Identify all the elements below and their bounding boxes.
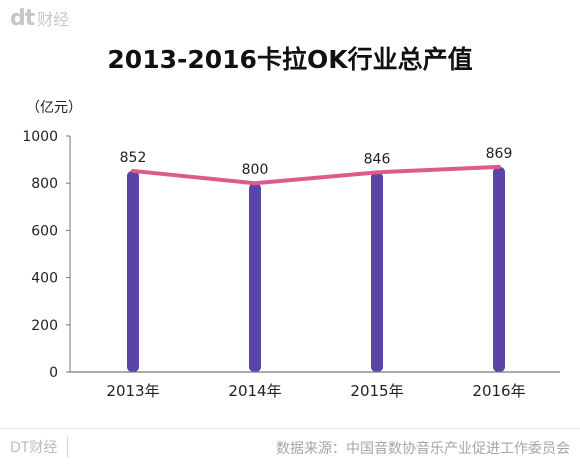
x-tick-label: 2014年: [228, 382, 281, 400]
data-label: 800: [242, 162, 269, 178]
y-tick-label: 800: [31, 176, 58, 192]
data-label: 846: [364, 151, 391, 167]
chart-title: 2013-2016卡拉OK行业总产值: [107, 45, 473, 74]
bar-2016年: [493, 166, 505, 372]
y-axis-unit-label: （亿元）: [26, 100, 82, 116]
data-label: 869: [486, 146, 513, 162]
logo-text: 财经: [37, 10, 70, 29]
data-source-note: 数据来源：中国音数协音乐产业促进工作委员会: [276, 441, 570, 457]
footer-divider: [0, 428, 580, 429]
bar-2015年: [371, 172, 383, 372]
x-tick-label: 2016年: [472, 382, 525, 400]
y-tick-label: 400: [31, 271, 58, 287]
brand-logo: dt 财经: [10, 6, 69, 31]
y-tick-label: 600: [31, 223, 58, 239]
logo-mark: dt: [10, 6, 35, 31]
bar-2014年: [249, 183, 261, 372]
x-tick-label: 2015年: [350, 382, 403, 400]
y-tick-label: 0: [49, 365, 58, 381]
data-label: 852: [120, 150, 147, 166]
bar-2013年: [127, 170, 139, 372]
footer-separator: [67, 436, 69, 458]
y-tick-label: 1000: [22, 129, 58, 145]
x-tick-label: 2013年: [106, 382, 159, 400]
y-tick-label: 200: [31, 318, 58, 334]
footer-brand-text: DT财经: [10, 440, 58, 456]
chart-canvas: （亿元） 0 200 400 600 800 1000 852 800 846 869 2013年 20…: [22, 100, 560, 400]
footer-brand: DT财经: [10, 436, 69, 458]
trend-line: [131, 164, 501, 186]
